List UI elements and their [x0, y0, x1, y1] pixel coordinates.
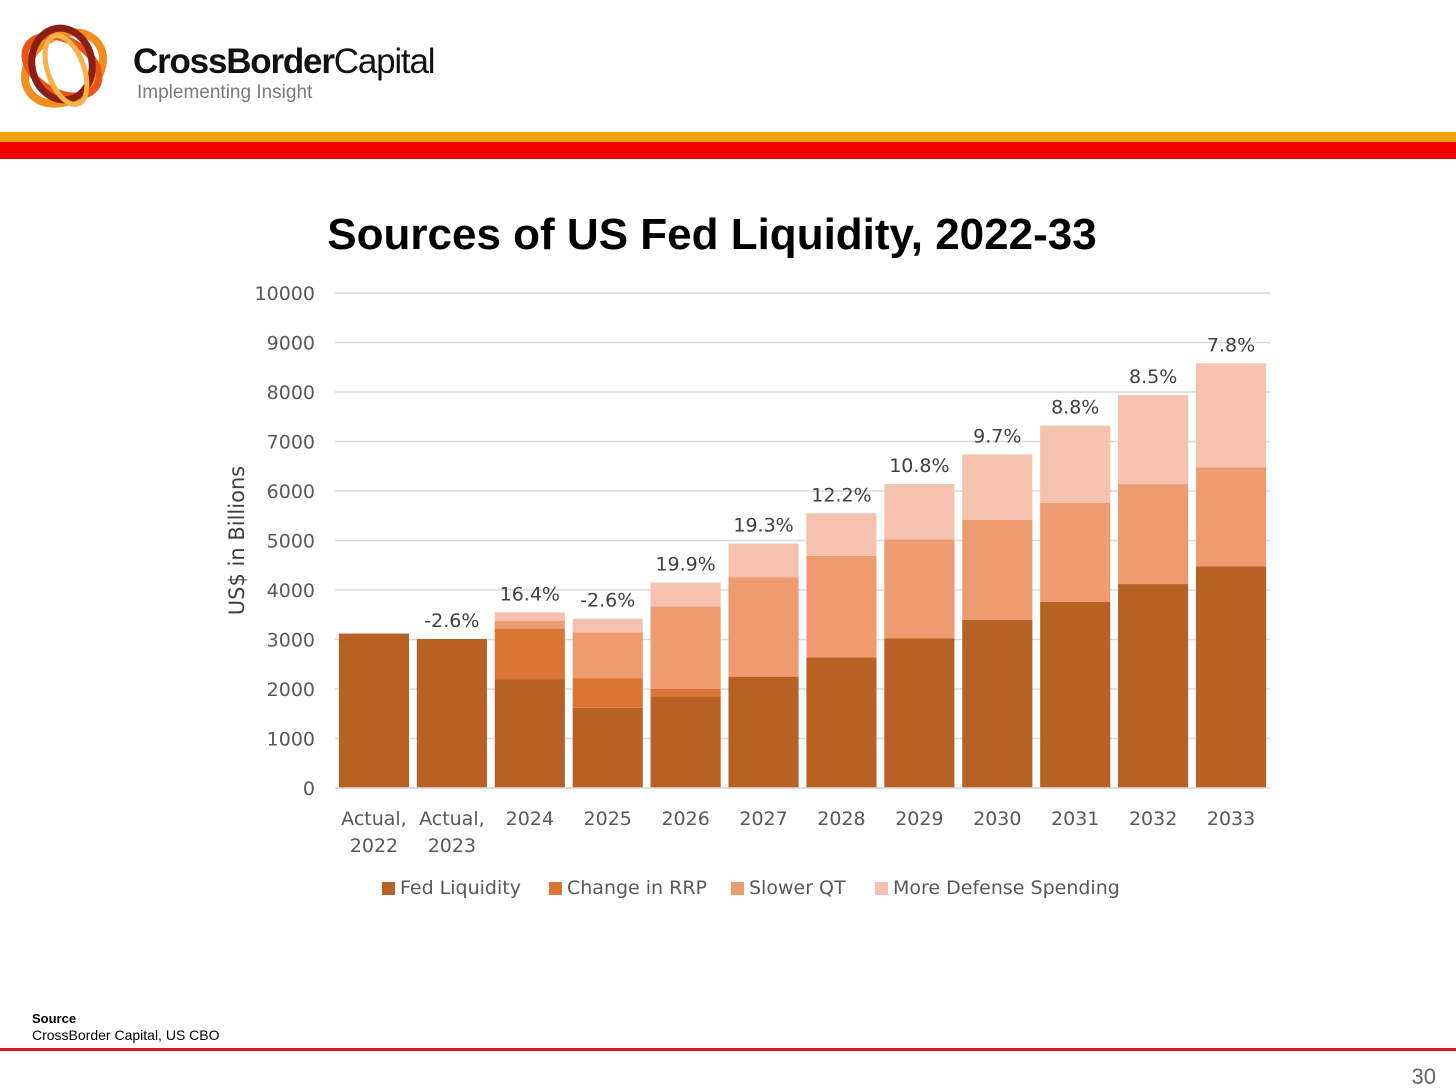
growth-label: -2.6%	[580, 590, 635, 612]
bar-segment	[1118, 484, 1189, 585]
bar-segment	[728, 577, 799, 677]
bar-segment	[962, 454, 1033, 520]
crossborder-logo	[14, 14, 114, 120]
source-text: CrossBorder Capital, US CBO	[32, 1027, 220, 1043]
y-tick-label: 9000	[267, 333, 315, 355]
legend-swatch	[549, 882, 562, 895]
y-tick-label: 7000	[267, 432, 315, 454]
bar-segment	[572, 707, 643, 788]
legend-swatch	[875, 882, 888, 895]
x-tick-label: Actual,	[341, 808, 407, 830]
x-tick-label: 2025	[584, 808, 632, 830]
bar-segment	[572, 678, 643, 708]
bar-segment	[416, 639, 487, 788]
x-tick-label: 2024	[506, 808, 554, 830]
bar-segment	[806, 555, 877, 658]
bar-segment	[728, 543, 799, 578]
legend-swatch	[382, 882, 395, 895]
x-tick-label: 2028	[817, 808, 865, 830]
x-tick-label: 2026	[661, 808, 709, 830]
bar-segment	[494, 628, 565, 680]
growth-label: 12.2%	[811, 484, 871, 506]
x-tick-label: 2032	[1129, 808, 1177, 830]
bar-segment	[572, 632, 643, 679]
bar-segment	[650, 696, 721, 788]
bar-segment	[572, 618, 643, 633]
bar-segment	[884, 539, 955, 639]
legend-label: More Defense Spending	[893, 877, 1120, 899]
y-tick-label: 5000	[267, 531, 315, 553]
bar-segment	[1040, 502, 1111, 602]
x-tick-label: 2033	[1207, 808, 1255, 830]
growth-label: 9.7%	[973, 425, 1021, 447]
bar-segment	[650, 606, 721, 689]
bar-segment	[494, 620, 565, 629]
brand-tagline: Implementing Insight	[137, 82, 313, 103]
bar-segment	[650, 689, 721, 697]
bar-segment	[728, 676, 799, 788]
y-tick-label: 4000	[267, 580, 315, 602]
legend-label: Slower QT	[749, 877, 846, 899]
y-tick-label: 10000	[255, 283, 315, 305]
growth-label: 7.8%	[1207, 334, 1255, 356]
bar-segment	[806, 513, 877, 556]
stacked-bar-chart: 0 1000 2000 3000 4000 5000 6000 7000 8000 9000 100…	[225, 283, 1270, 899]
bar-segment	[1195, 363, 1267, 468]
bar-segment	[650, 582, 721, 607]
bar-segment	[884, 638, 955, 788]
x-tick-label: 2029	[895, 808, 943, 830]
growth-label: 10.8%	[889, 455, 949, 477]
y-tick-label: 6000	[267, 481, 315, 503]
y-tick-label: 2000	[267, 679, 315, 701]
x-tick-label: 2030	[973, 808, 1021, 830]
header-band-orange	[0, 132, 1456, 142]
bar-segment	[884, 484, 955, 540]
y-tick-label: 0	[303, 778, 315, 800]
x-tick-label: Actual,	[419, 808, 485, 830]
chart-title: Sources of US Fed Liquidity, 2022-33	[327, 210, 1097, 259]
growth-label: 19.3%	[733, 514, 793, 536]
bar-segment	[1040, 425, 1111, 503]
brand-name-bold: CrossBorder	[133, 42, 335, 81]
brand-name-light: Capital	[333, 42, 436, 81]
bar-segment	[962, 519, 1033, 620]
y-tick-label: 3000	[267, 630, 315, 652]
x-tick-label: 2023	[428, 835, 476, 857]
bar-segment	[494, 612, 565, 621]
header-band-red	[0, 142, 1456, 159]
bar-segment	[1195, 467, 1267, 567]
footer-line	[0, 1048, 1456, 1051]
bar-segment	[1118, 394, 1189, 485]
source-label: Source	[32, 1011, 77, 1026]
bar-segment	[338, 633, 410, 788]
growth-label: 8.5%	[1129, 366, 1177, 388]
bar-segment	[1195, 566, 1267, 788]
bar-segment	[806, 657, 877, 788]
x-tick-label: 2022	[350, 835, 398, 857]
y-tick-label: 8000	[267, 382, 315, 404]
y-tick-label: 1000	[267, 729, 315, 751]
bar-segment	[494, 679, 565, 788]
brand-name: CrossBorderCapital	[133, 42, 436, 81]
growth-label: 19.9%	[655, 554, 715, 576]
growth-label: -2.6%	[424, 610, 479, 632]
x-tick-label: 2031	[1051, 808, 1099, 830]
growth-label: 16.4%	[500, 583, 560, 605]
bar-segment	[962, 619, 1033, 788]
x-tick-label: 2027	[739, 808, 787, 830]
legend-label: Fed Liquidity	[400, 877, 521, 899]
legend-swatch	[731, 882, 744, 895]
legend-label: Change in RRP	[567, 877, 707, 899]
growth-label: 8.8%	[1051, 397, 1099, 419]
page-number: 30	[1411, 1064, 1436, 1089]
bar-segment	[1040, 601, 1111, 788]
bar-segment	[1118, 584, 1189, 788]
y-axis-title: US$ in Billions	[225, 466, 249, 615]
